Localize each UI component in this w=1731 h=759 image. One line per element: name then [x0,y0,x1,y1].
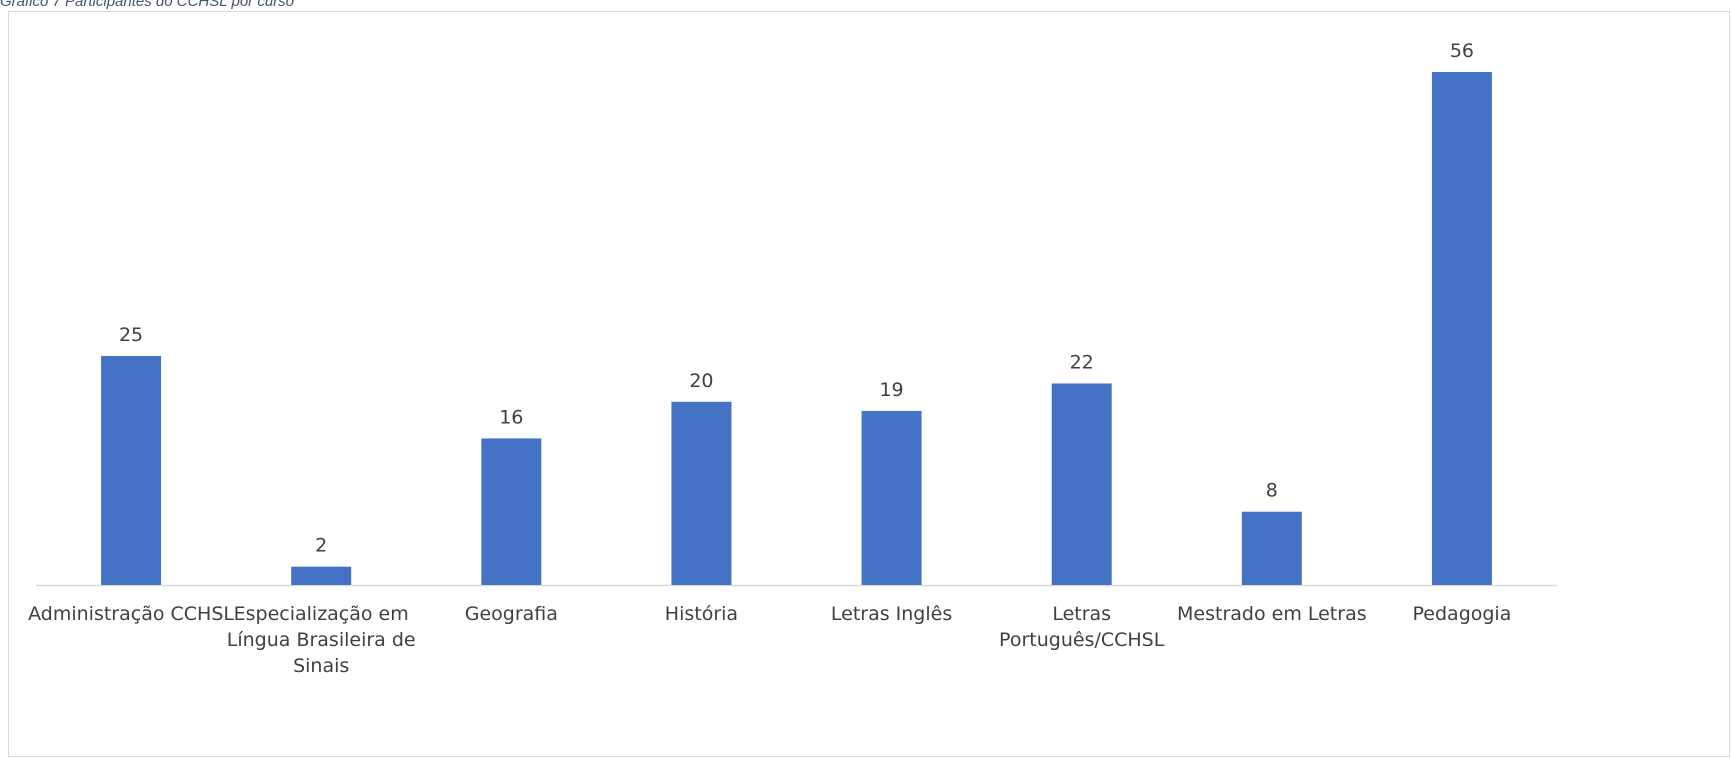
category-label-line: Especialização em [234,603,409,625]
category-labels-group: Administração CCHSL Especialização em Líng… [28,603,1511,677]
chart-caption: Gráfico 7 Participantes do CCHSL por cur… [0,0,295,10]
category-label-line: Português/CCHSL [999,629,1165,651]
data-label-6: 8 [1266,480,1278,502]
category-label-line: Língua Brasileira de [227,629,416,651]
category-label-line: Letras [1052,603,1111,625]
category-label-line: Sinais [293,655,349,677]
category-label-line: Administração CCHSL [28,603,234,625]
bar-6 [1241,511,1302,585]
category-label-5: Letras Português/CCHSL [999,603,1165,651]
bar-5 [1051,383,1112,585]
category-label-line: Geografia [465,603,558,625]
category-label-7: Pedagogia [1413,603,1512,625]
category-label-3: História [665,603,738,625]
category-label-line: Letras Inglês [831,603,952,625]
data-label-5: 22 [1070,351,1094,373]
bar-3 [671,401,732,585]
data-label-1: 2 [315,535,327,557]
category-label-line: Pedagogia [1413,603,1512,625]
data-label-2: 16 [499,406,523,428]
category-label-line: Mestrado em Letras [1177,603,1367,625]
data-label-7: 56 [1450,40,1474,62]
category-label-line: História [665,603,738,625]
bars-group [101,72,1492,585]
data-labels-group: 25 2 16 20 19 22 8 56 [119,40,1474,557]
data-label-4: 19 [879,379,903,401]
bar-2 [481,438,542,585]
chart-area [8,11,1730,757]
category-label-4: Letras Inglês [831,603,952,625]
bar-0 [101,355,162,585]
bar-4 [861,410,922,585]
category-label-2: Geografia [465,603,558,625]
category-label-6: Mestrado em Letras [1177,603,1367,625]
data-label-0: 25 [119,324,143,346]
bar-1 [291,566,352,585]
data-label-3: 20 [689,370,713,392]
category-label-0: Administração CCHSL [28,603,234,625]
bar-7 [1431,72,1492,585]
category-label-1: Especialização em Língua Brasileira de Sin… [227,603,416,677]
